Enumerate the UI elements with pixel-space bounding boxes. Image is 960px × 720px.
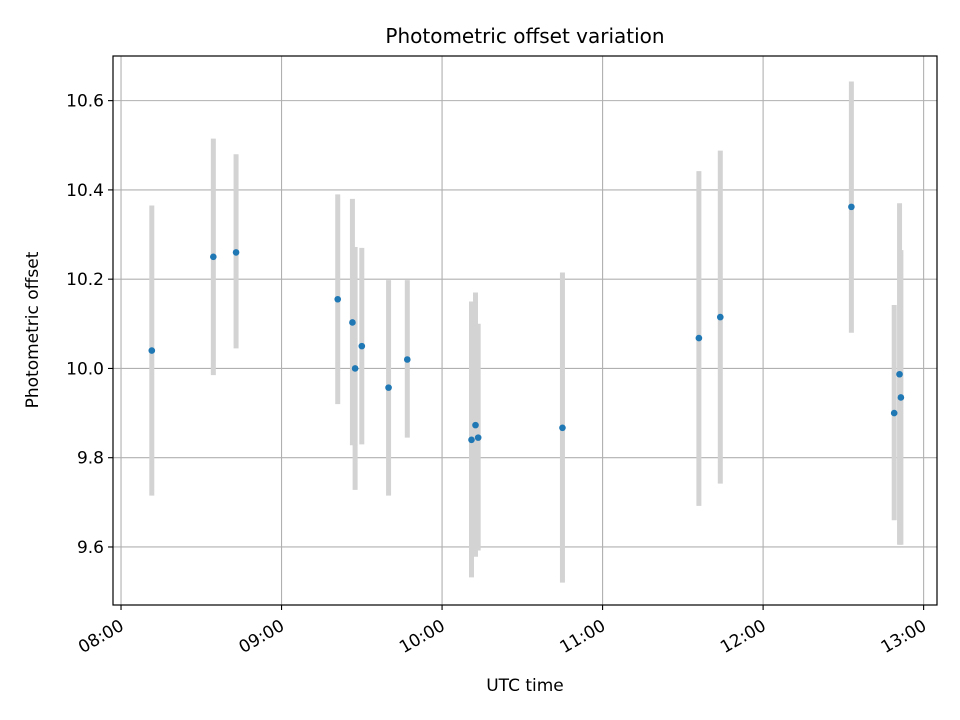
data-point <box>232 249 240 256</box>
data-point <box>716 313 724 321</box>
chart-title: Photometric offset variation <box>385 24 664 48</box>
data-point <box>385 384 392 391</box>
y-tick-label: 9.8 <box>77 449 104 469</box>
x-axis-label: UTC time <box>486 676 564 696</box>
data-point <box>358 342 366 350</box>
data-point <box>474 434 482 441</box>
y-axis-label: Photometric offset <box>23 251 43 408</box>
y-axis-ticks: 9.6 9.8 10.0 10.2 10.4 10.6 <box>66 92 113 558</box>
data-point <box>349 319 356 326</box>
y-tick-label: 9.6 <box>77 538 104 558</box>
data-point <box>148 347 156 354</box>
data-point <box>472 421 479 429</box>
data-points <box>148 203 905 444</box>
data-point <box>695 334 703 342</box>
y-tick-label: 10.4 <box>66 181 104 201</box>
data-point <box>351 365 359 372</box>
data-point <box>468 436 475 444</box>
data-point <box>210 253 217 261</box>
y-tick-label: 10.0 <box>66 359 104 379</box>
data-point <box>897 394 905 401</box>
data-point <box>896 370 903 378</box>
data-point <box>848 203 855 211</box>
grid <box>113 56 937 605</box>
data-point <box>559 424 566 432</box>
y-tick-label: 10.2 <box>66 270 104 290</box>
data-point <box>334 295 342 303</box>
plot-frame <box>112 55 938 606</box>
data-point <box>403 356 411 363</box>
data-point <box>890 409 898 417</box>
y-tick-label: 10.6 <box>66 92 104 112</box>
